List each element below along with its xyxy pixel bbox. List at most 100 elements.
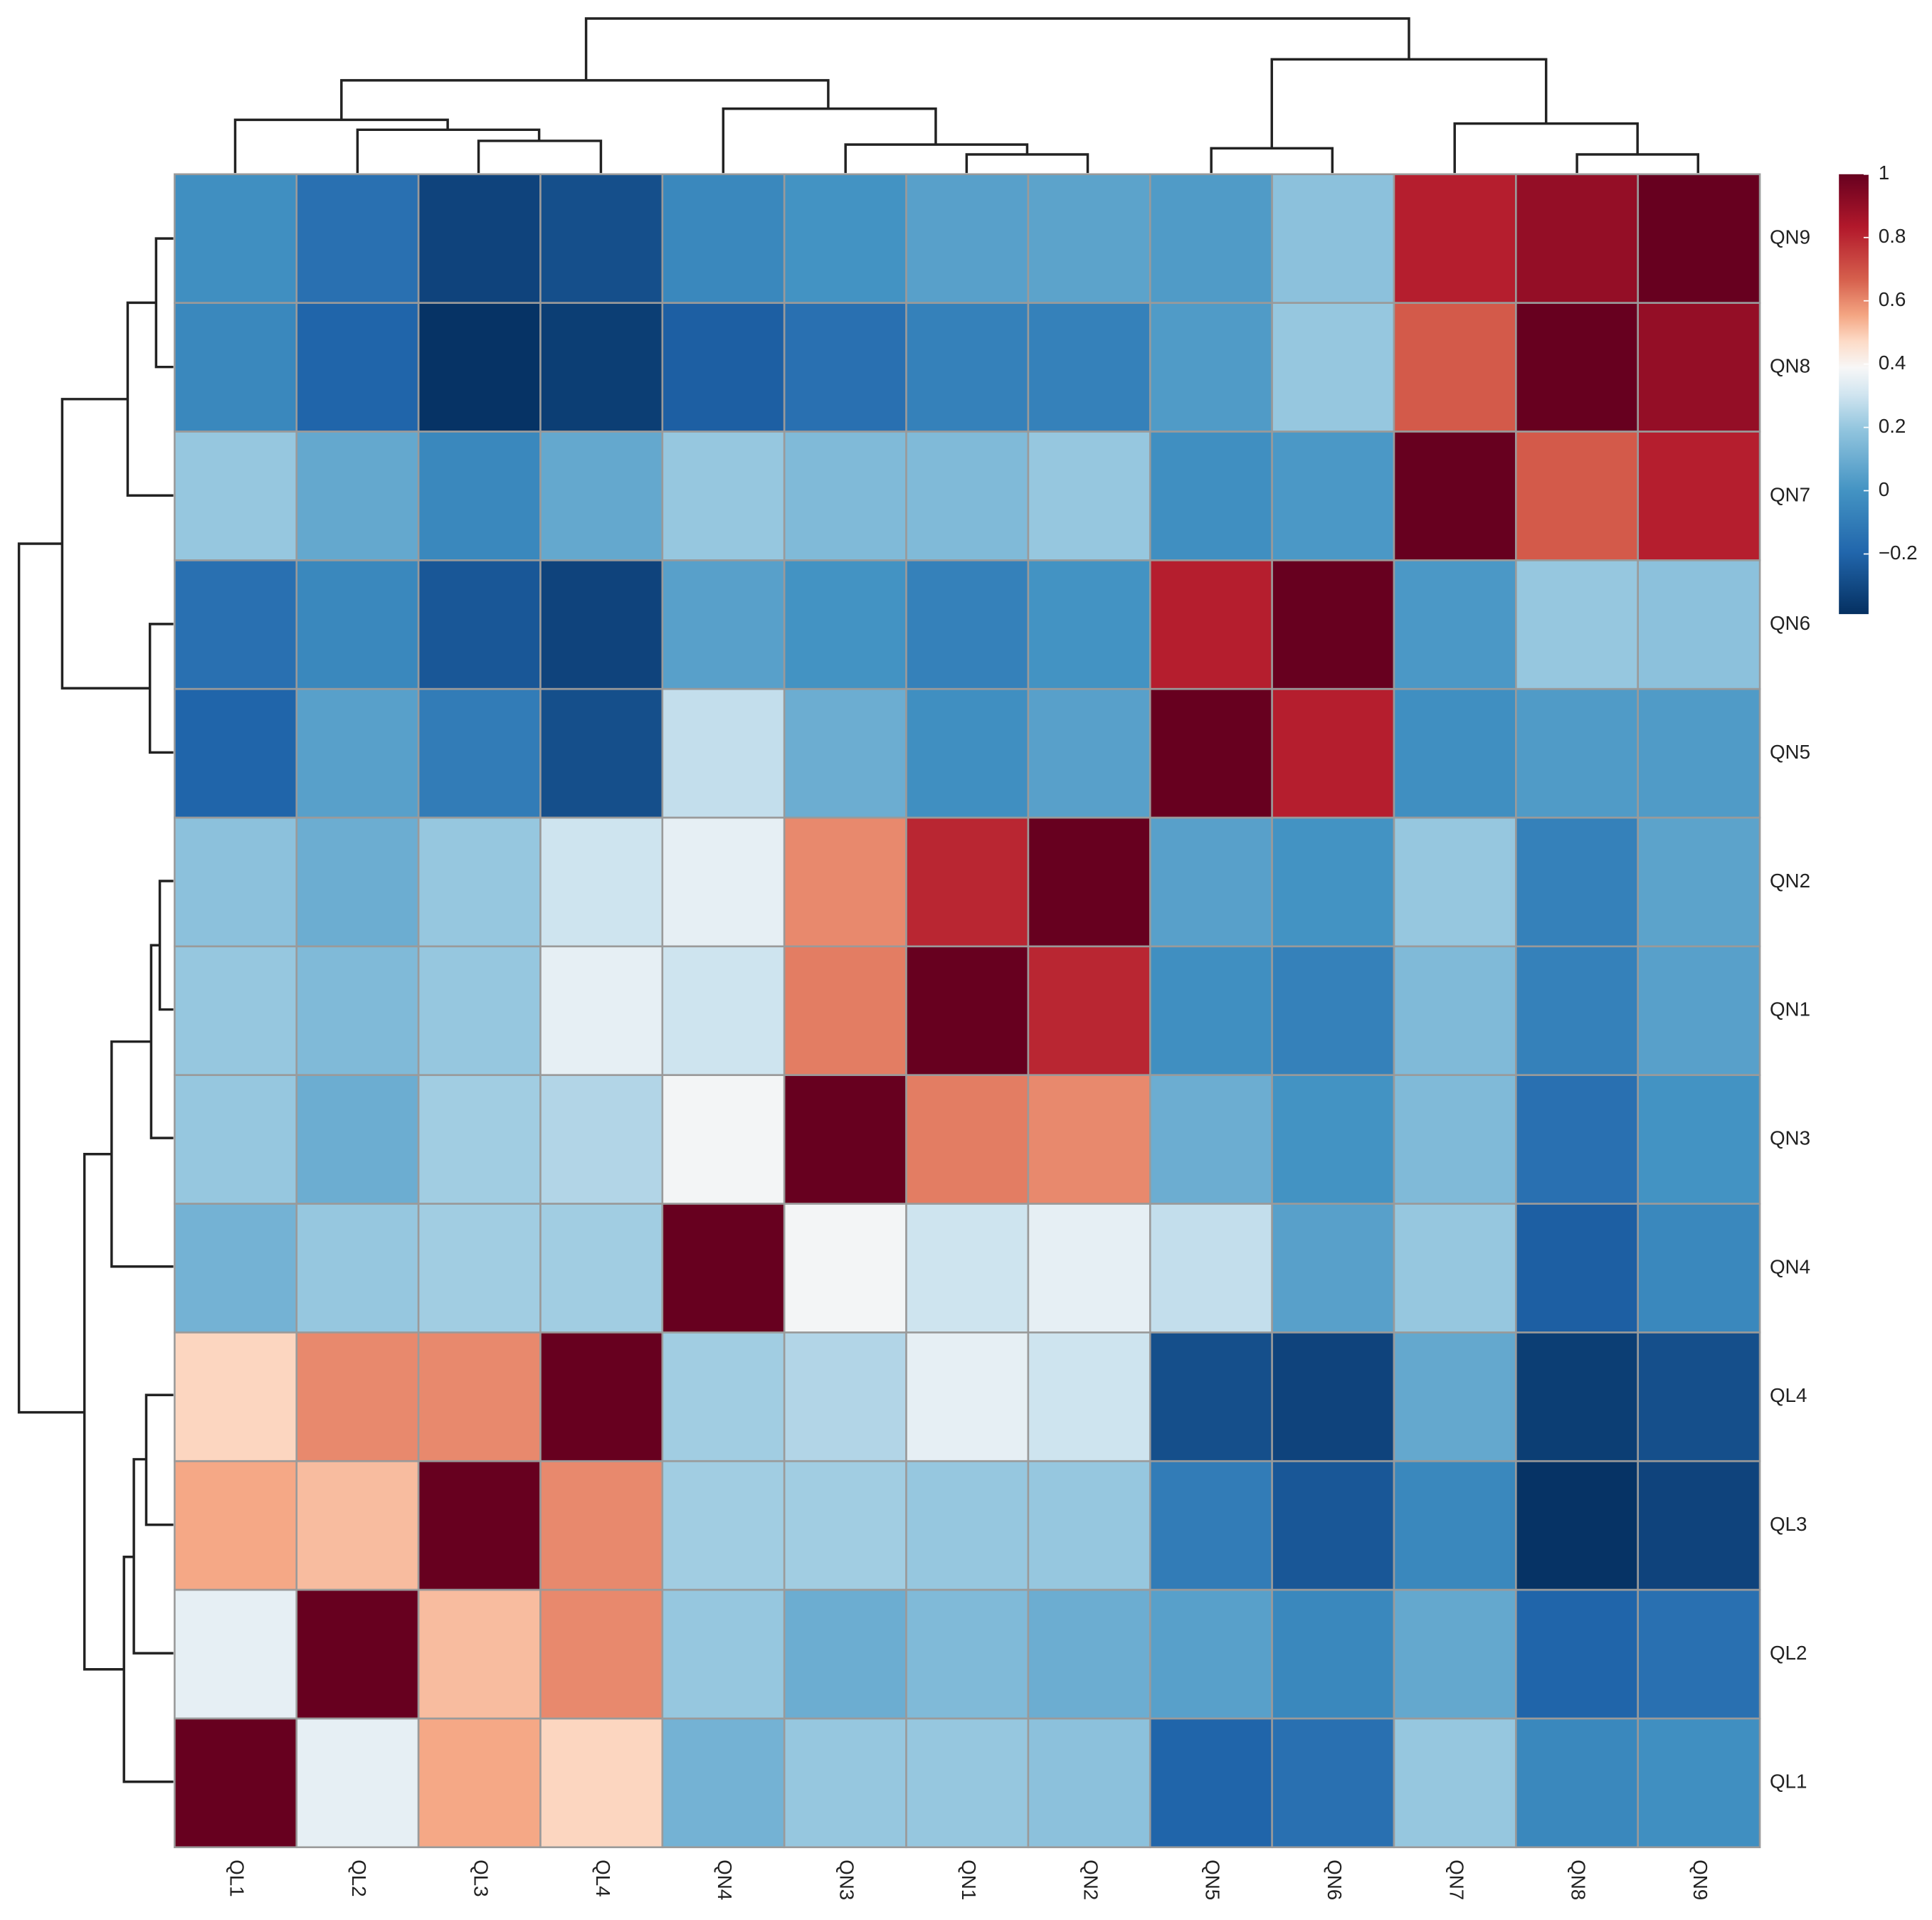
heatmap-cell	[417, 1717, 542, 1849]
heatmap-cell	[1515, 1203, 1640, 1334]
row-label: QL3	[1770, 1513, 1807, 1535]
colorbar-tick-label: 1	[1879, 162, 1889, 184]
heatmap-cell	[1149, 1074, 1273, 1205]
heatmap-cell	[1271, 173, 1395, 304]
heatmap-cell	[295, 173, 420, 304]
heatmap-cell	[174, 687, 298, 819]
heatmap-cell	[1515, 1717, 1640, 1849]
heatmap-cell	[661, 945, 786, 1077]
heatmap-cell	[1027, 687, 1151, 819]
heatmap-cell	[174, 945, 298, 1077]
row-label: QN2	[1770, 870, 1810, 892]
heatmap-cell	[1393, 1588, 1517, 1720]
heatmap-cell	[174, 1460, 298, 1591]
heatmap-cell	[905, 431, 1030, 561]
heatmap-cell	[1393, 816, 1517, 948]
heatmap-cell	[417, 945, 542, 1077]
heatmap-cell	[1027, 173, 1151, 304]
heatmap-cell	[783, 559, 907, 690]
heatmap-cell	[174, 1074, 298, 1205]
heatmap-cell	[661, 1717, 786, 1849]
heatmap-cell	[539, 302, 664, 433]
heatmap-cell	[1637, 1717, 1761, 1849]
heatmap-cell	[1027, 559, 1151, 690]
heatmap-cell	[539, 1460, 664, 1591]
heatmap-cell	[1149, 945, 1273, 1077]
heatmap-cell	[1149, 1460, 1273, 1591]
heatmap-cell	[905, 1460, 1030, 1591]
heatmap-cell	[174, 816, 298, 948]
heatmap-cell	[1149, 1717, 1273, 1849]
heatmap-cell	[539, 431, 664, 561]
heatmap-cell	[661, 1203, 786, 1334]
heatmap-cell	[1271, 1331, 1395, 1462]
column-label: QN7	[1445, 1860, 1467, 1900]
colorbar-tick-label: 0.4	[1879, 352, 1906, 374]
row-label: QN3	[1770, 1127, 1810, 1149]
column-label: QL1	[226, 1860, 248, 1897]
heatmap-cell	[661, 431, 786, 561]
heatmap-cell	[295, 1588, 420, 1720]
heatmap-cell	[905, 302, 1030, 433]
heatmap-cell	[1637, 302, 1761, 433]
heatmap-cell	[1393, 687, 1517, 819]
heatmap-cell	[783, 687, 907, 819]
heatmap-cell	[174, 1717, 298, 1849]
column-label: QN3	[836, 1860, 858, 1900]
heatmap-cell	[783, 302, 907, 433]
heatmap-cell	[1027, 1588, 1151, 1720]
heatmap-cell	[1027, 302, 1151, 433]
heatmap-cell	[417, 431, 542, 561]
heatmap-cell	[295, 302, 420, 433]
column-label: QL2	[348, 1860, 370, 1897]
heatmap-cell	[295, 816, 420, 948]
heatmap-cell	[1271, 302, 1395, 433]
heatmap-cell	[661, 1460, 786, 1591]
heatmap-cell	[539, 173, 664, 304]
heatmap-cell	[1027, 1203, 1151, 1334]
heatmap-cell	[1515, 687, 1640, 819]
heatmap-cell	[1393, 1460, 1517, 1591]
heatmap-cell	[1515, 1074, 1640, 1205]
colorbar-tick-label: 0.8	[1879, 225, 1906, 247]
heatmap-cell	[174, 1203, 298, 1334]
heatmap-cell	[295, 559, 420, 690]
heatmap-cell	[783, 1717, 907, 1849]
heatmap-cell	[905, 173, 1030, 304]
heatmap-cell	[295, 1717, 420, 1849]
colorbar-tick-label: 0.6	[1879, 288, 1906, 310]
heatmap-cell	[1149, 687, 1273, 819]
heatmap-cell	[1393, 1074, 1517, 1205]
heatmap-cell	[1393, 1203, 1517, 1334]
heatmap-cell	[783, 1460, 907, 1591]
heatmap-cell	[1515, 1460, 1640, 1591]
column-label: QN1	[958, 1860, 980, 1900]
heatmap-cell	[417, 816, 542, 948]
heatmap-cell	[539, 1074, 664, 1205]
heatmap-cell	[174, 559, 298, 690]
heatmap-cell	[539, 1203, 664, 1334]
heatmap-cell	[1393, 1331, 1517, 1462]
heatmap-cell	[1027, 431, 1151, 561]
heatmap-cell	[1515, 173, 1640, 304]
heatmap-cell	[1637, 1331, 1761, 1462]
heatmap-cell	[295, 945, 420, 1077]
heatmap-cell	[1637, 431, 1761, 561]
heatmap-cell	[1637, 816, 1761, 948]
heatmap-cell	[1027, 945, 1151, 1077]
heatmap-cell	[539, 1331, 664, 1462]
heatmap-cell	[174, 1588, 298, 1720]
row-label: QN9	[1770, 226, 1810, 248]
heatmap-cell	[905, 687, 1030, 819]
heatmap-cell	[417, 1203, 542, 1334]
heatmap-cell	[1149, 1588, 1273, 1720]
heatmap-cell	[1149, 1203, 1273, 1334]
row-label: QL4	[1770, 1384, 1807, 1406]
heatmap-cell	[539, 945, 664, 1077]
heatmap-cell	[1393, 1717, 1517, 1849]
heatmap-cell	[905, 1074, 1030, 1205]
column-label: QN2	[1080, 1860, 1102, 1900]
heatmap-cell	[1149, 173, 1273, 304]
heatmap-cell	[661, 816, 786, 948]
